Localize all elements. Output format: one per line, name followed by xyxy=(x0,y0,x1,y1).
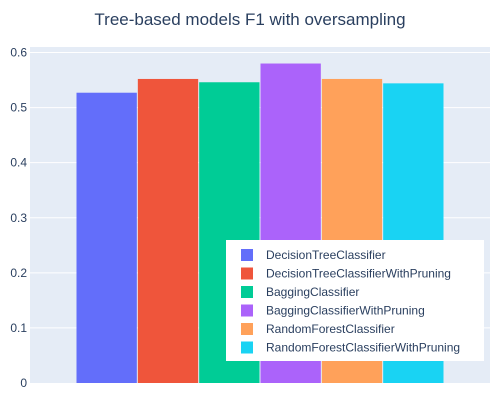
legend-label[interactable]: DecisionTreeClassifier xyxy=(266,248,386,262)
y-tick-label: 0.5 xyxy=(10,101,27,115)
legend-box xyxy=(226,240,484,361)
y-tick-label: 0.6 xyxy=(10,46,27,60)
bar[interactable] xyxy=(137,78,199,383)
y-tick-label: 0 xyxy=(20,376,27,390)
y-tick-label: 0.3 xyxy=(10,211,27,225)
legend-label[interactable]: BaggingClassifierWithPruning xyxy=(266,304,425,318)
y-tick-label: 0.1 xyxy=(10,321,27,335)
legend-label[interactable]: DecisionTreeClassifierWithPruning xyxy=(266,267,451,281)
y-axis: 0 0.1 0.2 0.3 0.4 0.5 0.6 xyxy=(10,46,27,390)
legend-label[interactable]: RandomForestClassifierWithPruning xyxy=(266,341,460,355)
legend-swatch[interactable] xyxy=(241,304,253,317)
legend-swatch[interactable] xyxy=(241,323,253,335)
legend-swatch[interactable] xyxy=(241,249,253,261)
y-tick-label: 0.2 xyxy=(10,266,27,280)
legend-swatch[interactable] xyxy=(241,286,253,298)
bar[interactable] xyxy=(76,92,137,384)
legend-swatch[interactable] xyxy=(241,267,253,280)
legend-label[interactable]: BaggingClassifier xyxy=(266,285,359,299)
y-tick-label: 0.4 xyxy=(10,156,27,170)
legend[interactable]: DecisionTreeClassifier DecisionTreeClassi… xyxy=(226,240,484,361)
chart-title: Tree-based models F1 with oversampling xyxy=(94,10,405,29)
legend-label[interactable]: RandomForestClassifier xyxy=(266,322,395,336)
legend-swatch[interactable] xyxy=(241,341,253,354)
